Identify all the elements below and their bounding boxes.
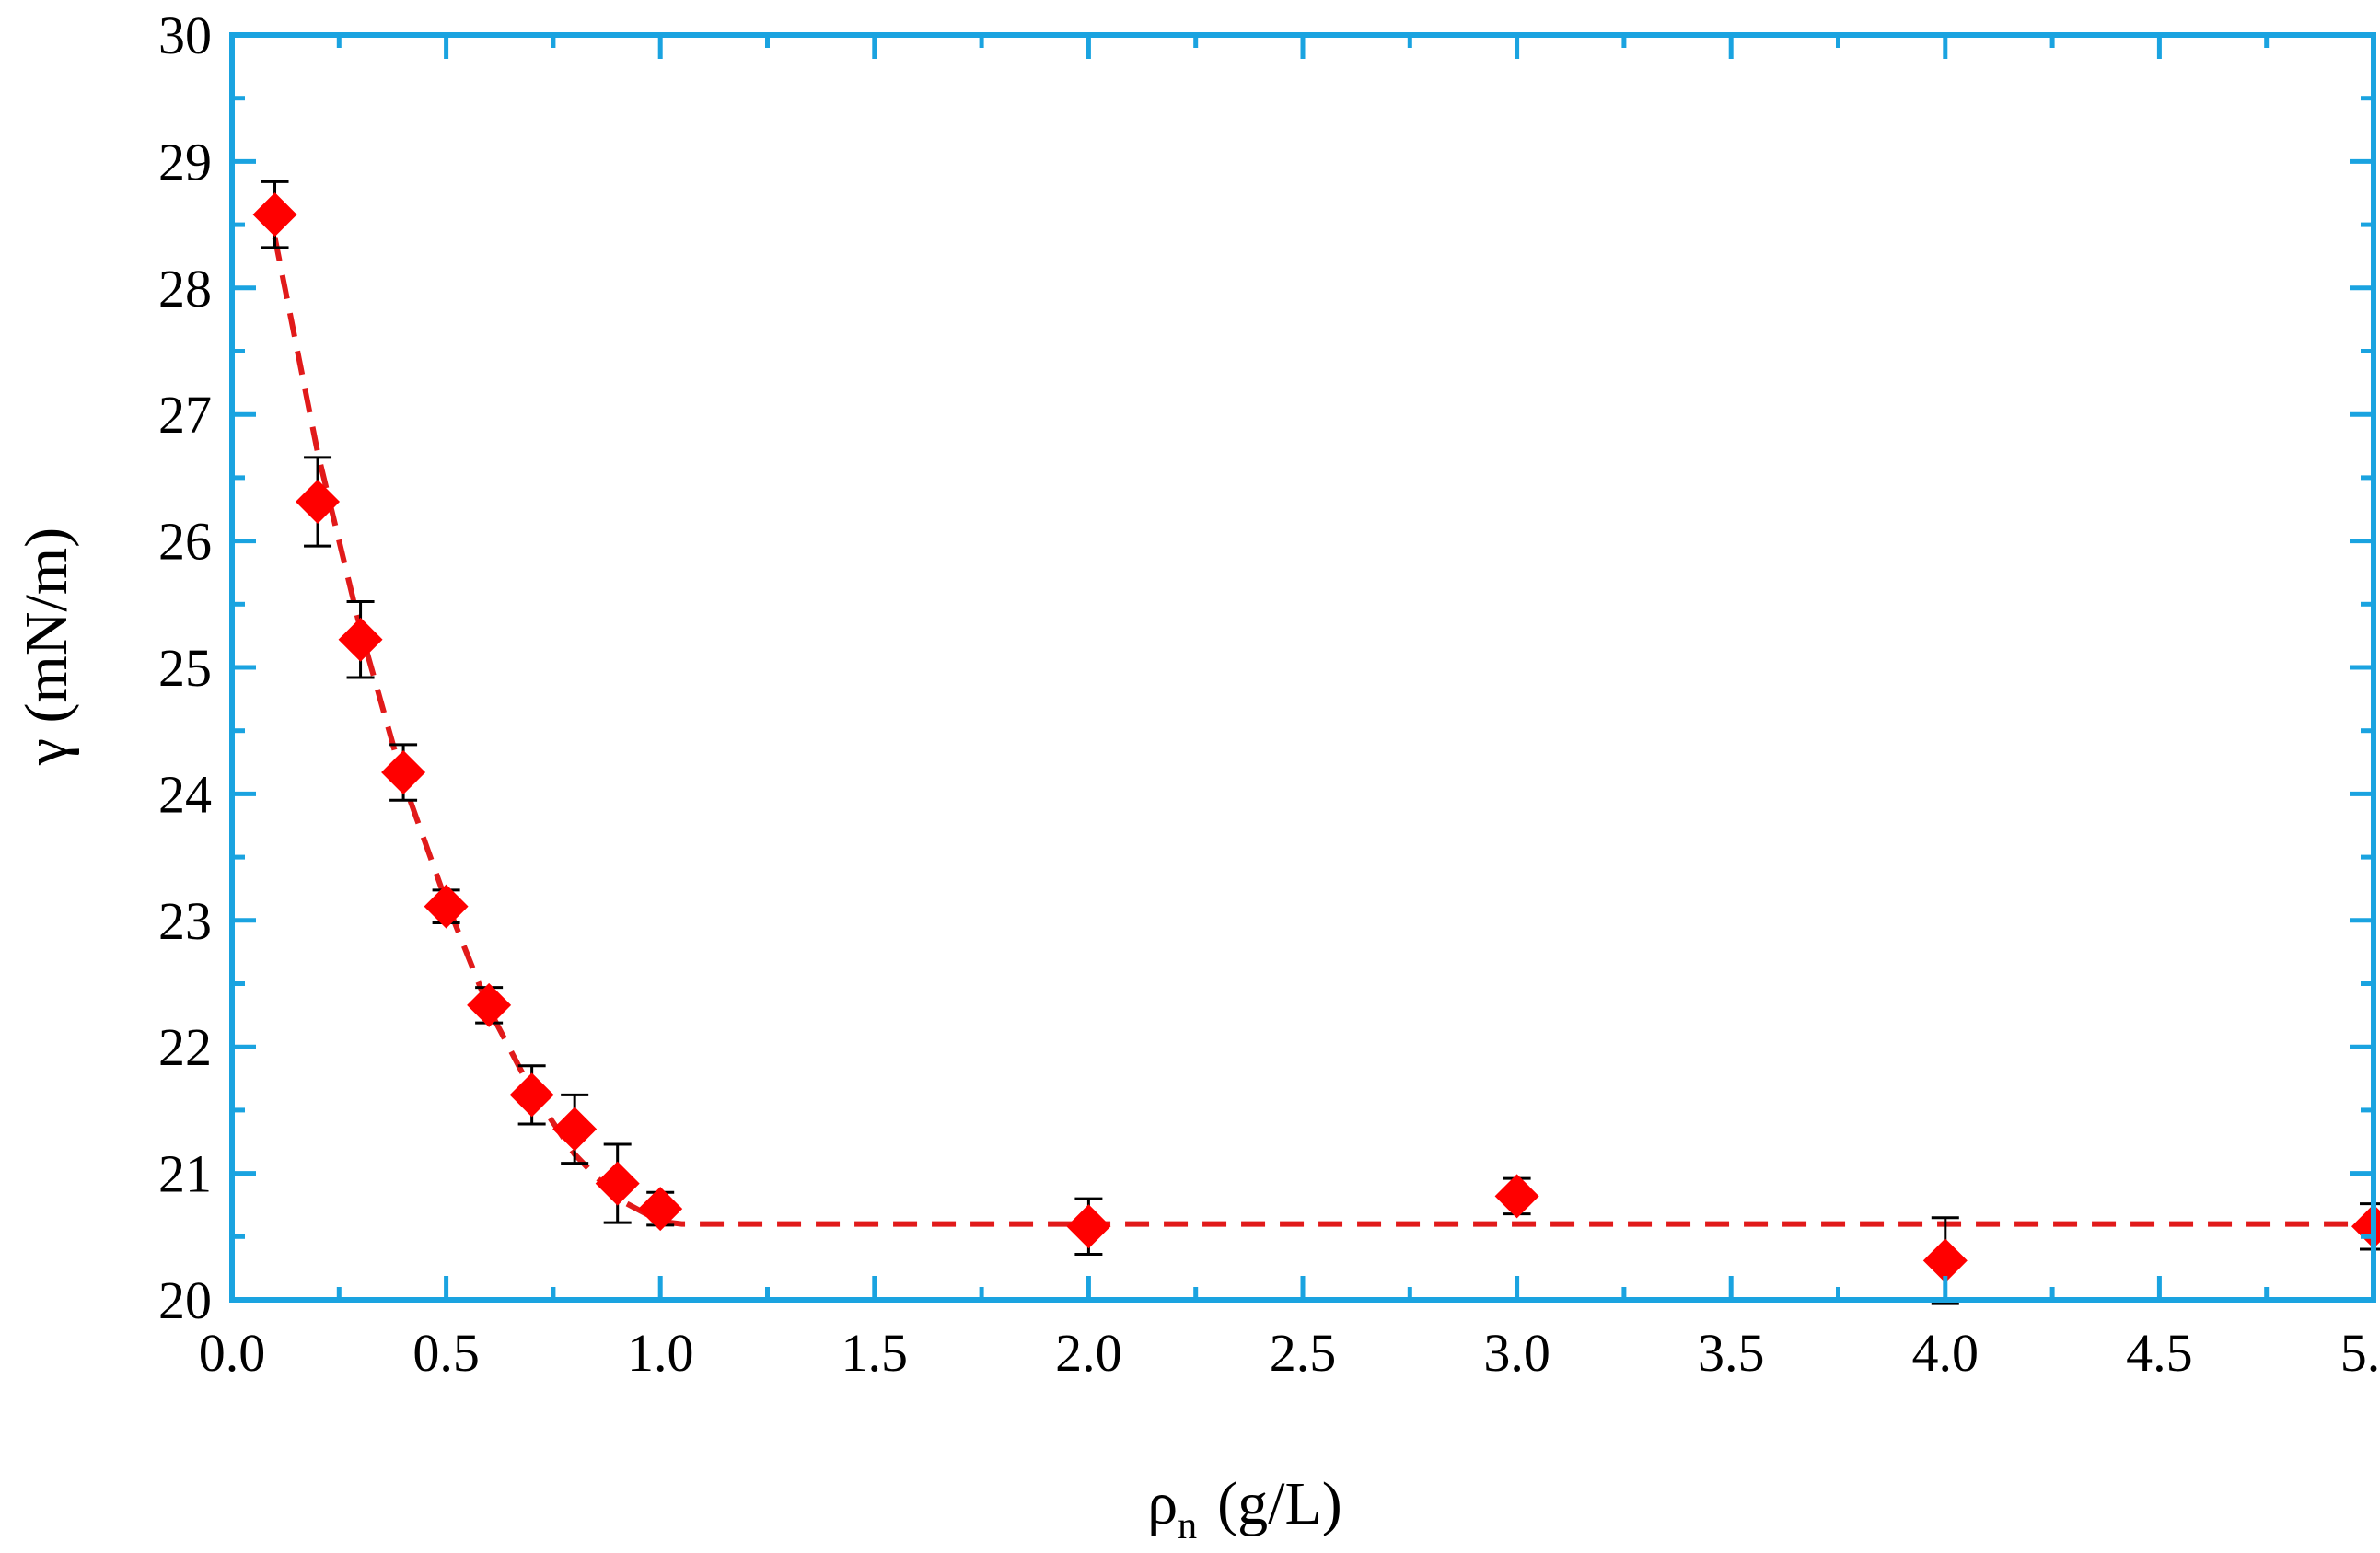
data-point	[1922, 1238, 1968, 1283]
data-point	[252, 192, 297, 238]
marker-layer	[252, 192, 2380, 1283]
tick-layer	[229, 32, 2376, 1303]
x-tick-label: 2.5	[1270, 1323, 1337, 1383]
data-point	[381, 750, 426, 795]
x-axis-label: ρn (g/L)	[1147, 1470, 1342, 1547]
x-tick-label: 3.5	[1698, 1323, 1765, 1383]
data-point	[638, 1187, 683, 1232]
y-tick-label: 29	[158, 132, 212, 191]
x-axis-subscript: n	[1178, 1505, 1197, 1547]
data-point	[467, 982, 512, 1027]
y-axis-label: γ (mN/m)	[13, 527, 80, 766]
data-point	[424, 884, 469, 929]
x-tick-label: 0.5	[412, 1323, 480, 1383]
x-tick-label: 2.0	[1055, 1323, 1122, 1383]
y-tick-label: 21	[158, 1144, 212, 1204]
x-tick-label: 0.0	[199, 1323, 266, 1383]
y-tick-label: 25	[158, 638, 212, 698]
y-tick-label: 23	[158, 891, 212, 951]
data-point	[595, 1161, 640, 1206]
y-tick-label: 26	[158, 512, 212, 572]
x-axis-symbol: ρ	[1147, 1470, 1178, 1537]
y-tick-label: 28	[158, 259, 212, 319]
y-tick-label: 27	[158, 385, 212, 445]
error-bar-layer	[261, 180, 2380, 1305]
x-tick-label: 3.0	[1483, 1323, 1550, 1383]
data-point	[1494, 1174, 1539, 1219]
y-tick-label: 22	[158, 1017, 212, 1077]
y-tick-label: 20	[158, 1270, 212, 1330]
x-tick-label: 1.0	[627, 1323, 694, 1383]
x-tick-label: 5.0	[2340, 1323, 2380, 1383]
y-tick-label: 24	[158, 764, 212, 824]
data-point	[1066, 1204, 1111, 1249]
x-tick-label: 4.5	[2126, 1323, 2193, 1383]
tick-label-layer: 0.0 0.5 1.0 1.5 2.0 2.5 3.0 3.5 4.0 4.5 5.0 20 21 22 2…	[158, 6, 2380, 1383]
data-point	[296, 480, 341, 525]
x-tick-label: 4.0	[1912, 1323, 1979, 1383]
data-point	[338, 617, 383, 662]
x-axis-unit: (g/L)	[1217, 1470, 1342, 1537]
y-tick-label: 30	[158, 6, 212, 65]
x-tick-label: 1.5	[842, 1323, 909, 1383]
data-point	[552, 1107, 598, 1152]
data-point	[509, 1072, 554, 1118]
